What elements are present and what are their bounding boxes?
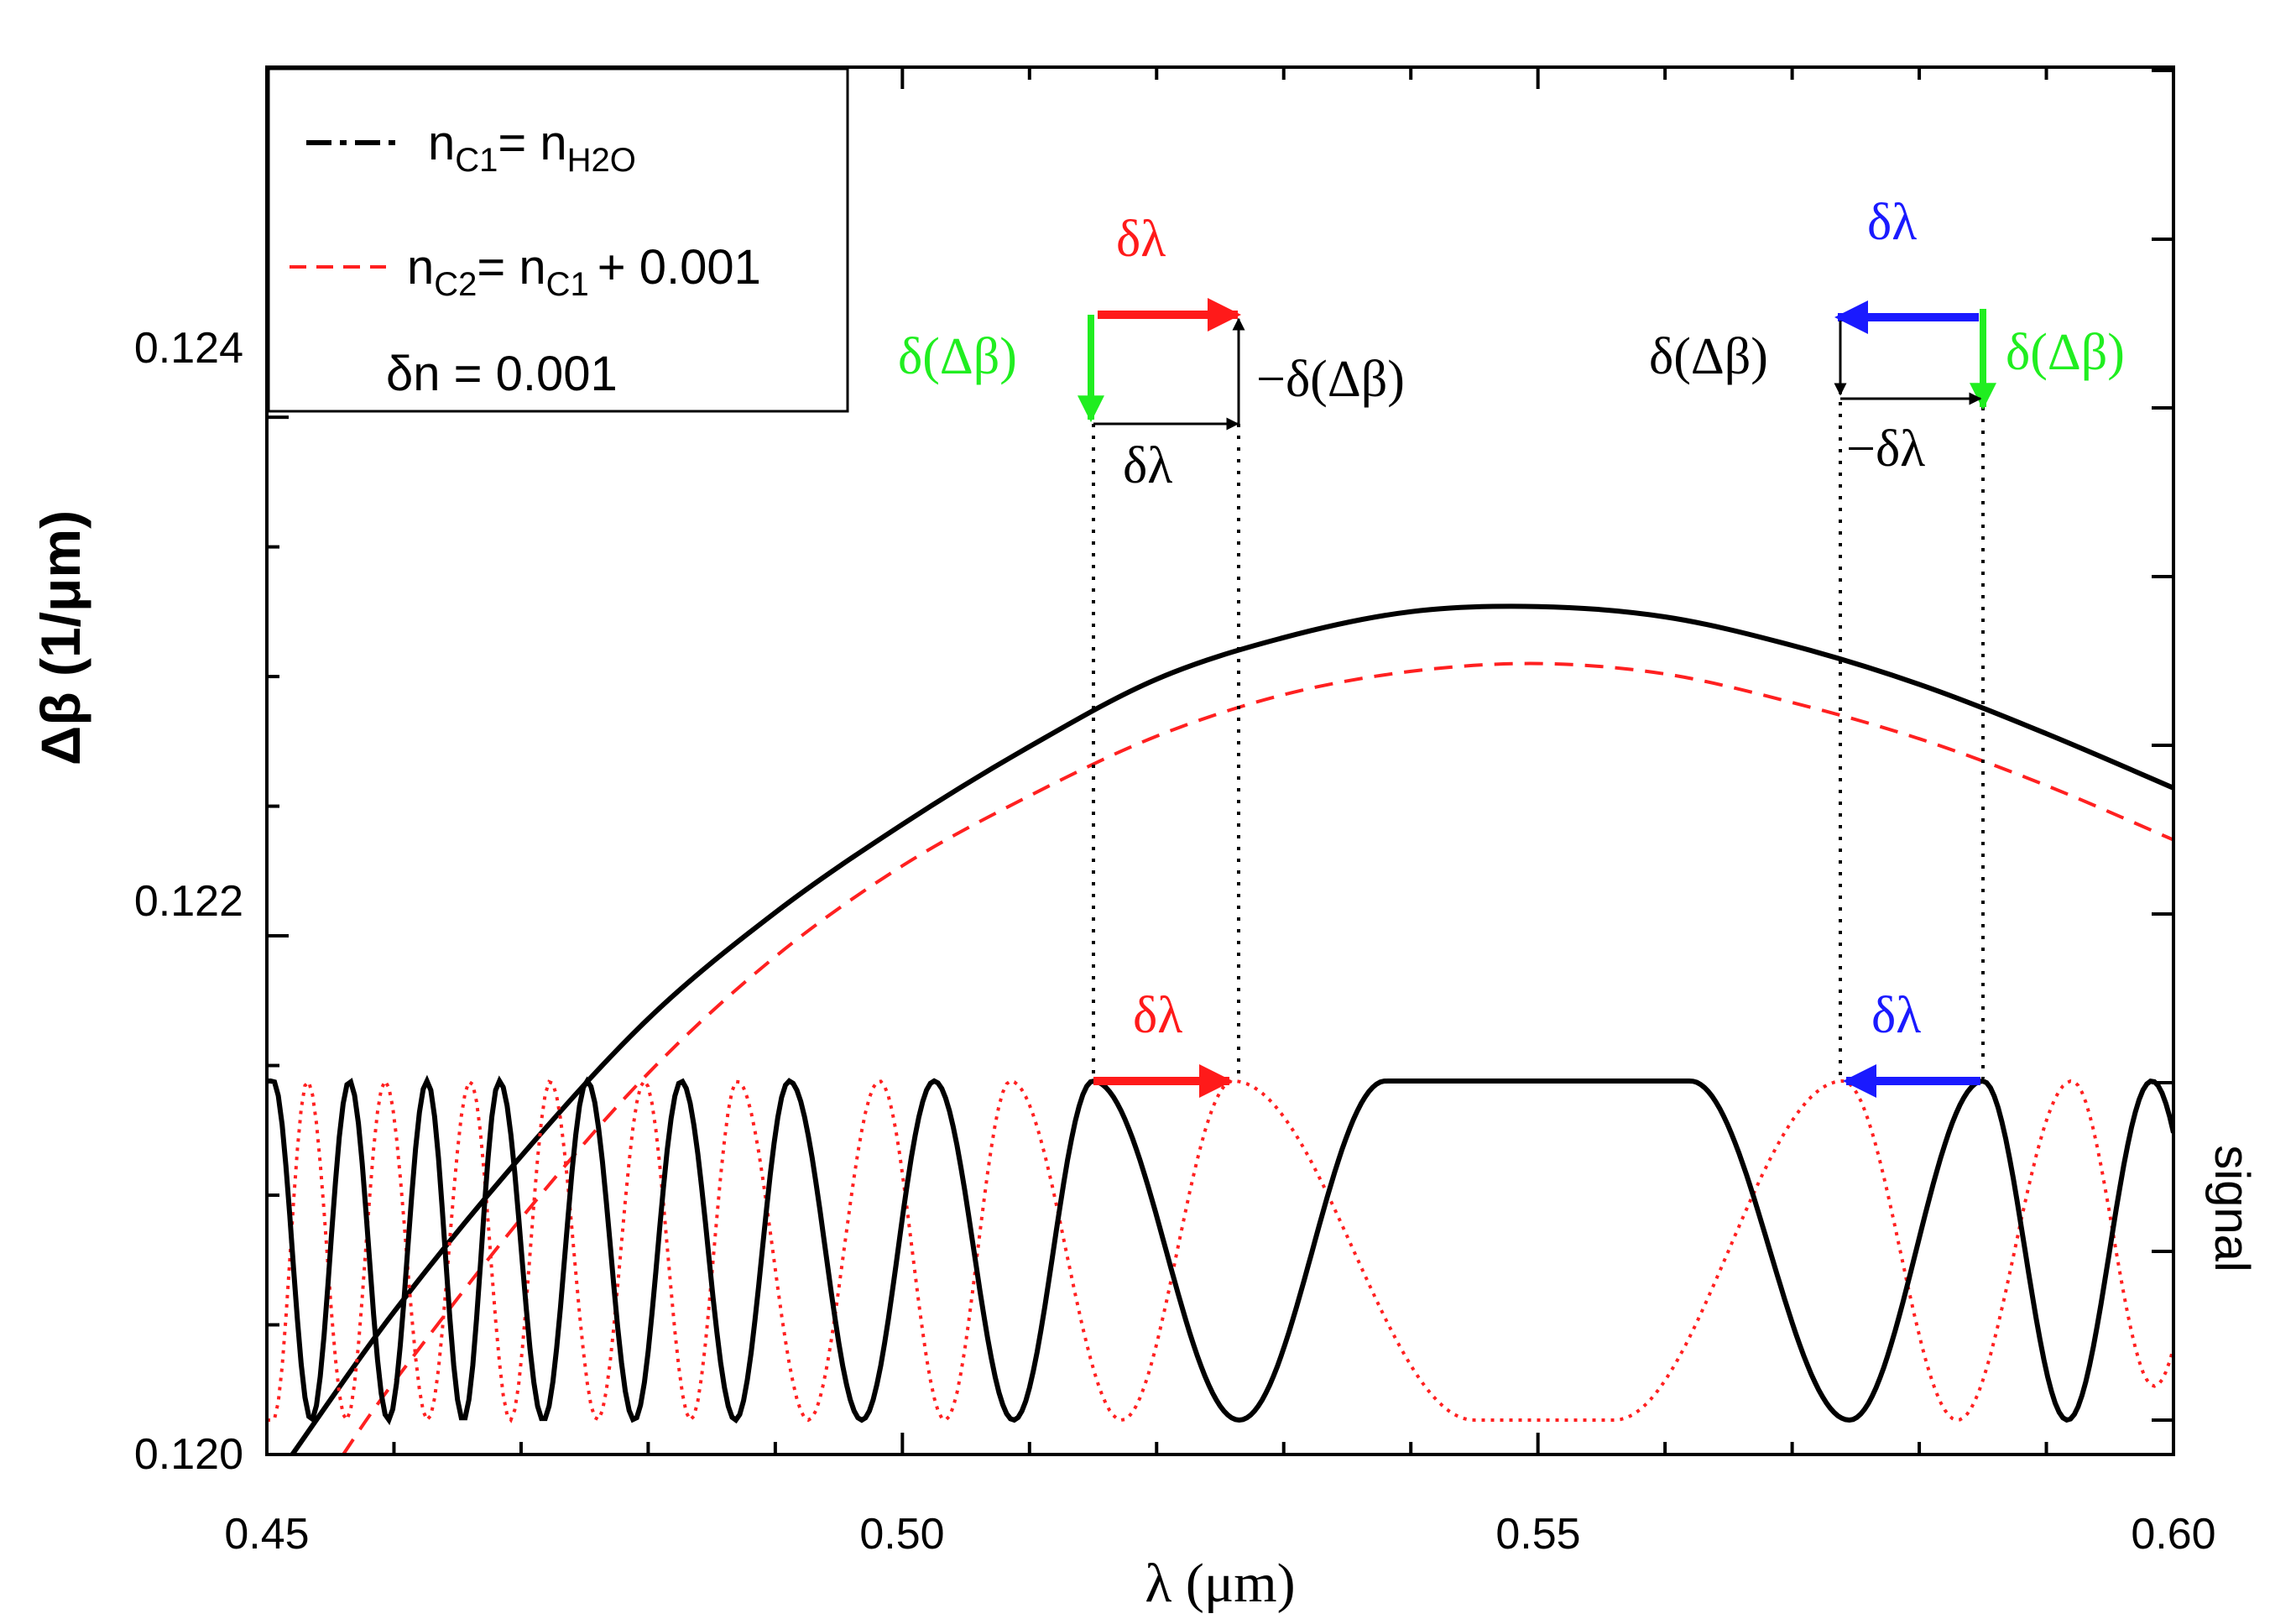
series-curve-nC1 bbox=[290, 603, 2172, 1453]
label-ddbeta-black-right: δ(Δβ) bbox=[1649, 328, 1768, 385]
label-dlambda-red-upper: δλ bbox=[1116, 211, 1166, 268]
legend-entry-1: nC1= nH2O bbox=[428, 116, 636, 179]
annotation-labels: δλ δλ δ(Δβ) −δ(Δβ) δλ δ(Δβ) δ(Δβ) −δλ δλ… bbox=[898, 194, 2125, 1044]
legend-note: δn = 0.001 bbox=[386, 347, 618, 401]
annotation-arrows bbox=[1078, 298, 1996, 1098]
y-tick-label: 0.124 bbox=[134, 324, 243, 373]
x-tick-label: 0.60 bbox=[2131, 1510, 2215, 1559]
x-tick-label: 0.50 bbox=[859, 1510, 944, 1559]
right-axis-label: signal bbox=[2205, 1145, 2259, 1272]
label-minus-ddbeta: −δ(Δβ) bbox=[1256, 351, 1405, 408]
label-dlambda-red-lower: δλ bbox=[1133, 987, 1182, 1044]
legend-entry-2: nC2= nC1 + 0.001 bbox=[407, 240, 761, 303]
x-axis-label: λ (μm) bbox=[1145, 1553, 1295, 1614]
label-minus-dlambda: −δλ bbox=[1846, 420, 1925, 478]
axes-frame bbox=[265, 65, 2175, 1456]
guide-lines bbox=[1092, 390, 1985, 1078]
x-tick-label: 0.55 bbox=[1495, 1510, 1580, 1559]
label-dlambda-black-left: δλ bbox=[1123, 437, 1172, 494]
y-axis-label: Δβ (1/μm) bbox=[29, 510, 91, 765]
x-tick-label: 0.45 bbox=[224, 1510, 309, 1559]
legend: nC1= nH2O nC2= nC1 + 0.001 δn = 0.001 bbox=[267, 67, 849, 413]
label-ddbeta-green-left: δ(Δβ) bbox=[898, 328, 1017, 385]
label-dlambda-blue-upper: δλ bbox=[1867, 194, 1917, 251]
signal-curve-nC1 bbox=[269, 1074, 2172, 1426]
y-tick-label: 0.120 bbox=[134, 1430, 243, 1479]
label-dlambda-blue-lower: δλ bbox=[1871, 987, 1921, 1044]
label-ddbeta-green-right: δ(Δβ) bbox=[2006, 324, 2125, 381]
y-tick-label: 0.122 bbox=[134, 877, 243, 926]
